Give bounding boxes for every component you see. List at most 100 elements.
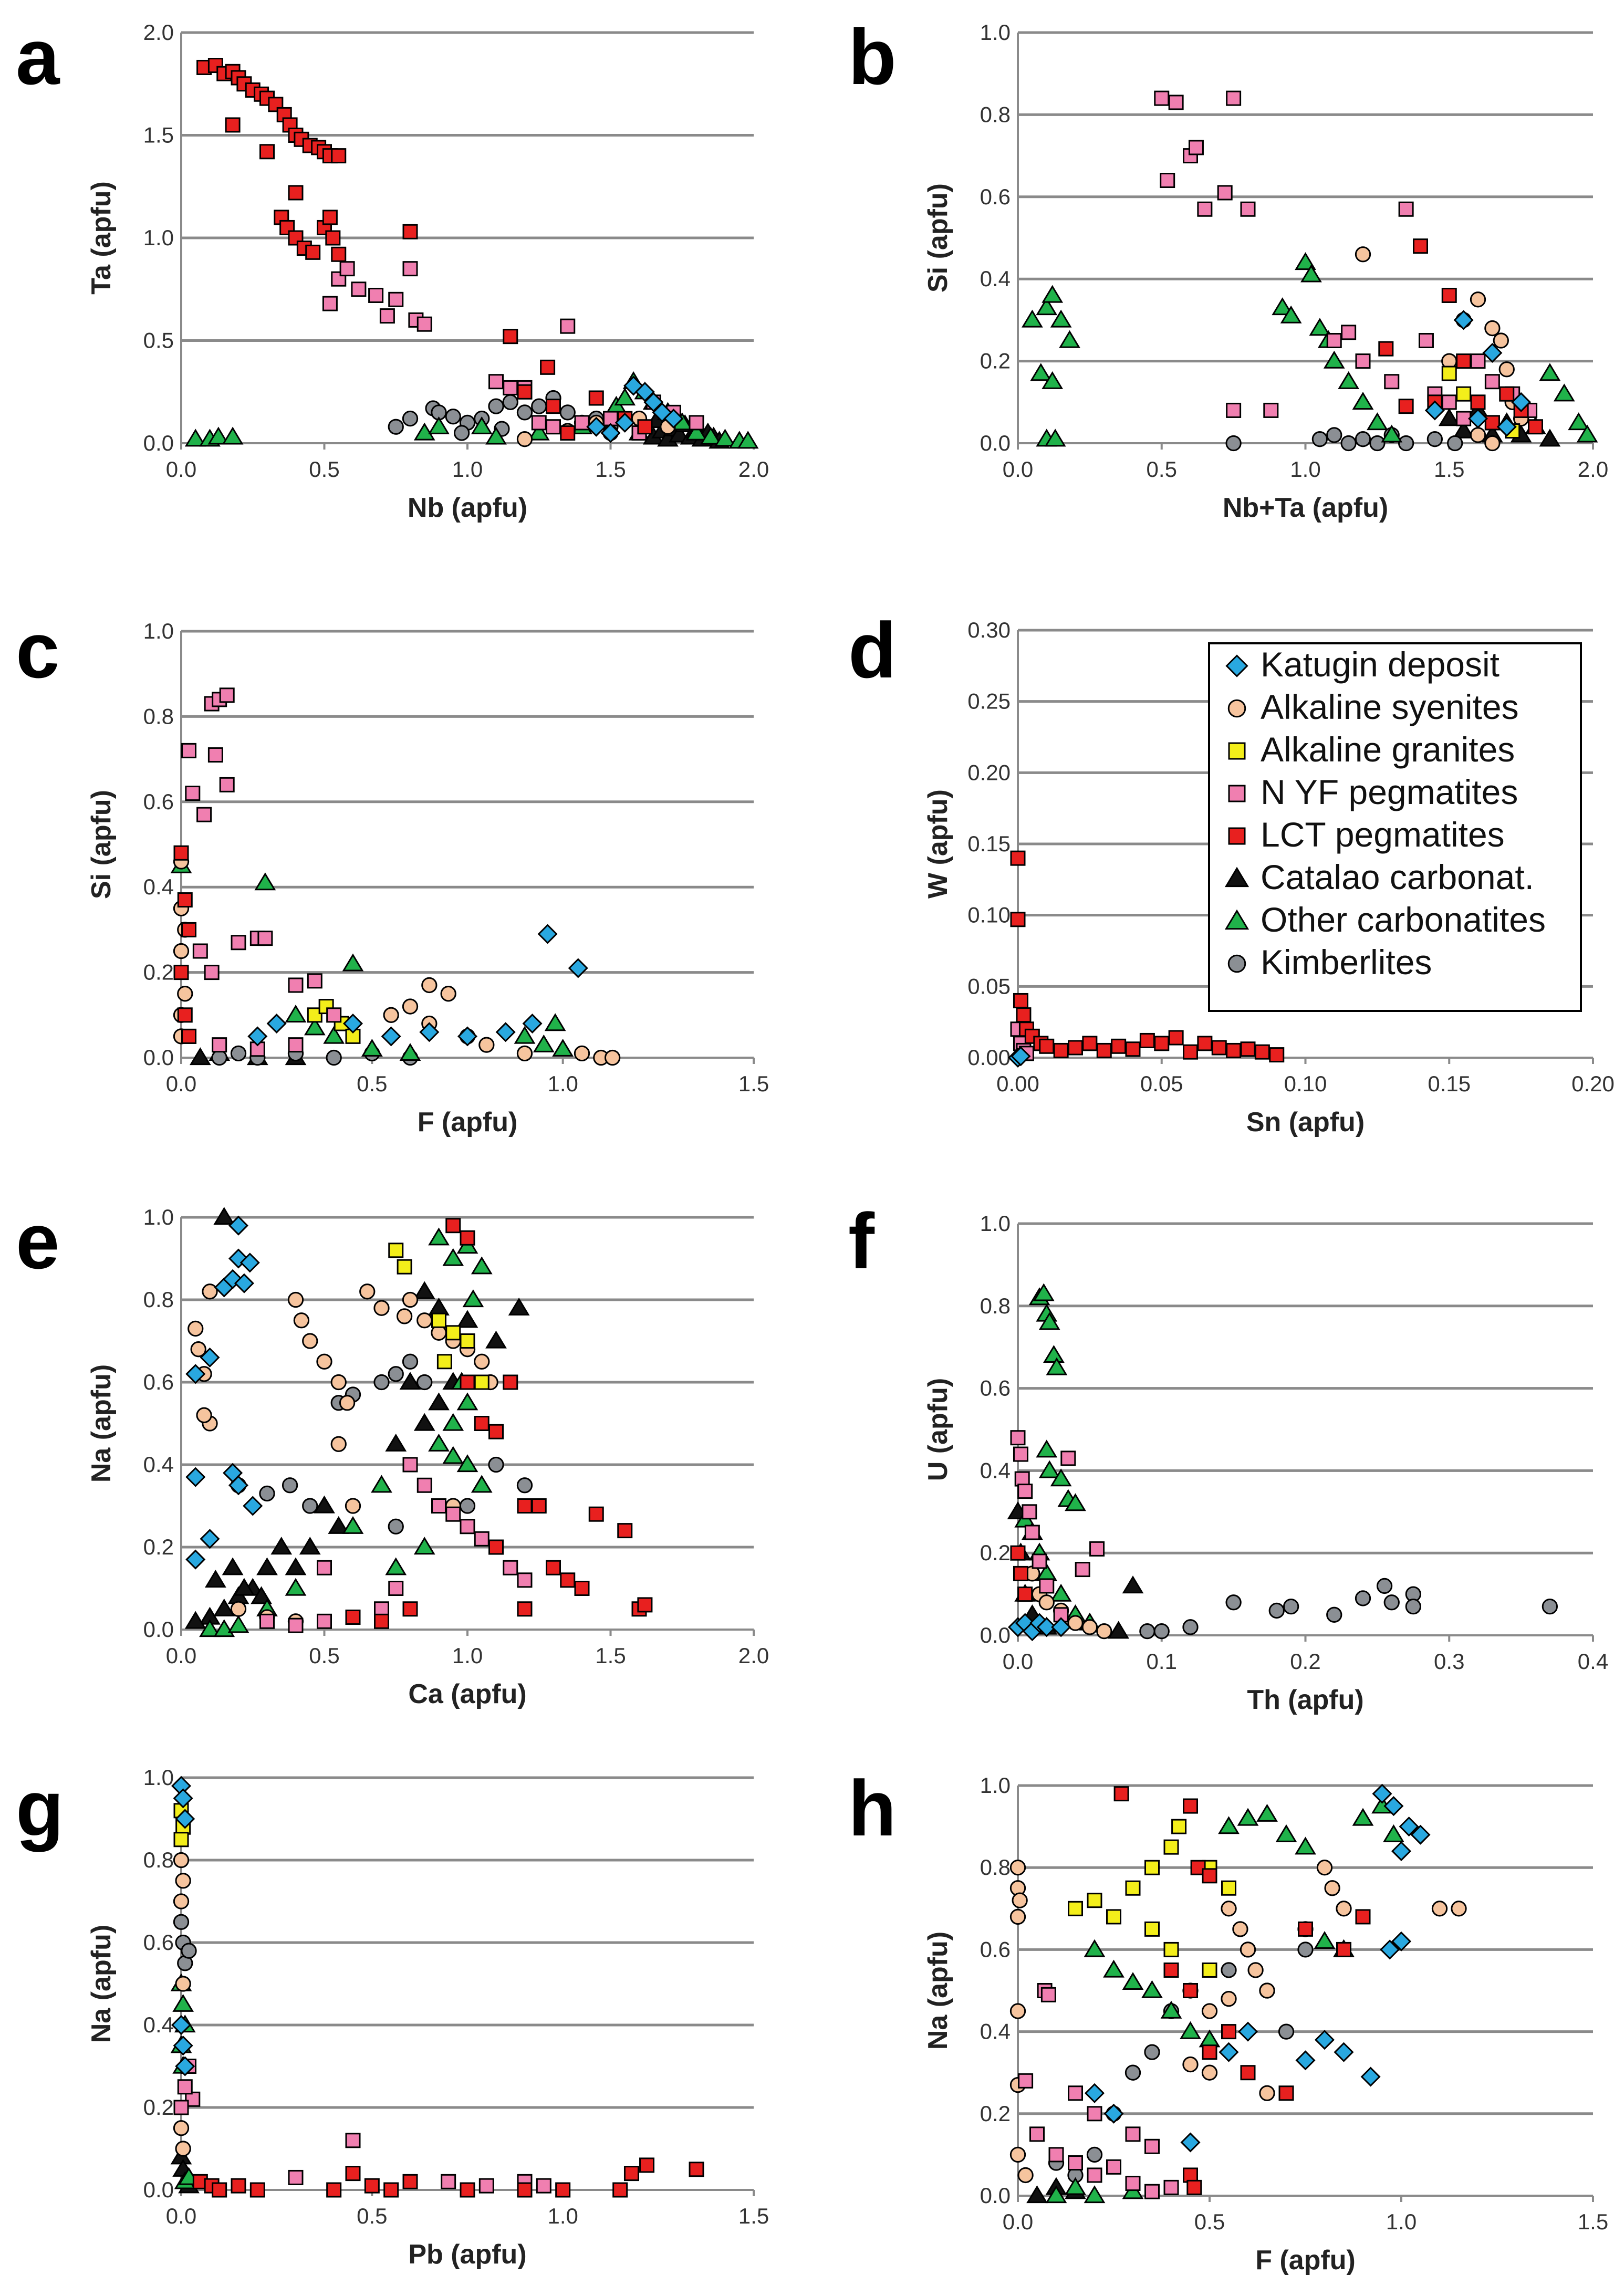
point-nyf: [1032, 1553, 1047, 1569]
point-nyf: [1075, 1562, 1090, 1578]
point-kimb: [1398, 435, 1414, 452]
point-nyf: [345, 2133, 361, 2148]
point-carb: [1272, 297, 1294, 316]
y-tick-label: 0.4: [980, 2019, 1011, 2044]
point-lct: [1111, 1038, 1127, 1054]
x-tick-label: 0.05: [1140, 1071, 1183, 1096]
point-syen: [440, 986, 456, 1002]
point-lct: [474, 1416, 490, 1431]
point-carb: [1084, 2185, 1106, 2204]
point-kimb: [388, 1366, 404, 1382]
point-kimb: [488, 398, 504, 414]
point-katugin: [171, 2015, 192, 2036]
axis-line: [180, 631, 754, 1059]
point-kimb: [1326, 1606, 1342, 1623]
point-lct: [1254, 1044, 1270, 1060]
point-carb: [442, 1248, 464, 1266]
point-lct: [588, 1506, 604, 1522]
point-kimb: [1278, 2023, 1295, 2040]
point-lct: [637, 1597, 653, 1613]
series-katugin: [171, 1776, 195, 2076]
point-lct: [1398, 399, 1414, 414]
point-nyf: [192, 943, 208, 959]
y-tick-label: 0.4: [143, 2012, 174, 2037]
x-axis-label: Th (apfu): [1247, 1685, 1363, 1715]
y-axis-label: Ta (apfu): [86, 181, 117, 295]
point-catalao: [184, 1611, 206, 1629]
point-carb: [1300, 264, 1322, 283]
x-tick-label: 2.0: [738, 1643, 769, 1668]
point-nyf: [1014, 1471, 1030, 1487]
x-tick-label: 2.0: [1578, 457, 1608, 482]
series-kimb: [211, 1045, 419, 1066]
point-lct: [1113, 1786, 1129, 1802]
x-tick-label: 0.0: [166, 2204, 196, 2228]
series-gran: [307, 999, 361, 1044]
point-nyf: [185, 2091, 201, 2107]
point-catalao: [205, 1569, 226, 1588]
point-carb: [1065, 2177, 1086, 2195]
legend-label: Katugin deposit: [1261, 645, 1500, 684]
legend-marker-gran: [1228, 742, 1246, 760]
point-lct: [322, 210, 338, 225]
panel-letter: a: [16, 13, 60, 101]
point-lct: [612, 2182, 628, 2198]
point-lct: [460, 1230, 475, 1246]
point-nyf: [1197, 201, 1213, 217]
point-syen: [1232, 1921, 1248, 1937]
point-kimb: [388, 419, 404, 435]
point-carb: [1366, 412, 1388, 431]
point-gran: [173, 1832, 189, 1848]
point-syen: [1240, 1942, 1256, 1958]
point-syen: [478, 1037, 495, 1053]
point-nyf: [1240, 201, 1256, 217]
series-gran: [388, 1243, 490, 1390]
point-nyf: [431, 1498, 446, 1514]
point-carb: [1050, 309, 1072, 328]
panel-letter: g: [16, 1764, 64, 1852]
point-nyf: [1168, 95, 1184, 110]
y-tick-label: 1.0: [980, 20, 1011, 45]
point-catalao: [328, 1516, 350, 1534]
point-syen: [302, 1333, 318, 1349]
point-kimb: [516, 1477, 533, 1494]
point-nyf: [1013, 1446, 1028, 1462]
point-nyf: [207, 747, 223, 763]
panel-letter: e: [16, 1197, 59, 1285]
point-nyf: [1263, 402, 1279, 418]
x-tick-label: 0.5: [309, 457, 339, 482]
point-syen: [175, 1976, 191, 1992]
y-tick-label: 0.2: [980, 1540, 1011, 1565]
point-syen: [1484, 435, 1501, 452]
point-syen: [1493, 332, 1509, 349]
point-syen: [175, 2141, 191, 2157]
y-tick-label: 0.0: [143, 1617, 174, 1642]
point-gran: [474, 1374, 490, 1390]
point-nyf: [322, 296, 338, 311]
point-gran: [460, 1333, 475, 1349]
point-lct: [259, 144, 275, 160]
point-nyf: [231, 935, 246, 951]
point-nyf: [1018, 2073, 1034, 2089]
point-nyf: [379, 308, 395, 324]
series-lct: [173, 845, 197, 1044]
point-carb: [1352, 391, 1374, 410]
point-nyf: [1024, 1525, 1040, 1540]
point-kimb: [326, 1049, 342, 1066]
y-tick-label: 0.05: [967, 974, 1011, 998]
point-lct: [588, 390, 604, 406]
point-lct: [402, 2174, 418, 2189]
point-kimb: [1283, 1598, 1299, 1615]
point-katugin: [228, 1248, 249, 1269]
point-carb: [1045, 2185, 1067, 2204]
point-carb: [471, 416, 493, 434]
point-carb: [1030, 363, 1052, 381]
point-kimb: [173, 1914, 190, 1930]
series-kimb: [1225, 427, 1463, 452]
point-carb: [1275, 1824, 1297, 1842]
point-syen: [339, 1395, 356, 1411]
point-carb: [1280, 305, 1302, 323]
point-lct: [1197, 1036, 1213, 1051]
point-kimb: [1311, 431, 1328, 447]
point-carb: [1050, 1468, 1072, 1487]
